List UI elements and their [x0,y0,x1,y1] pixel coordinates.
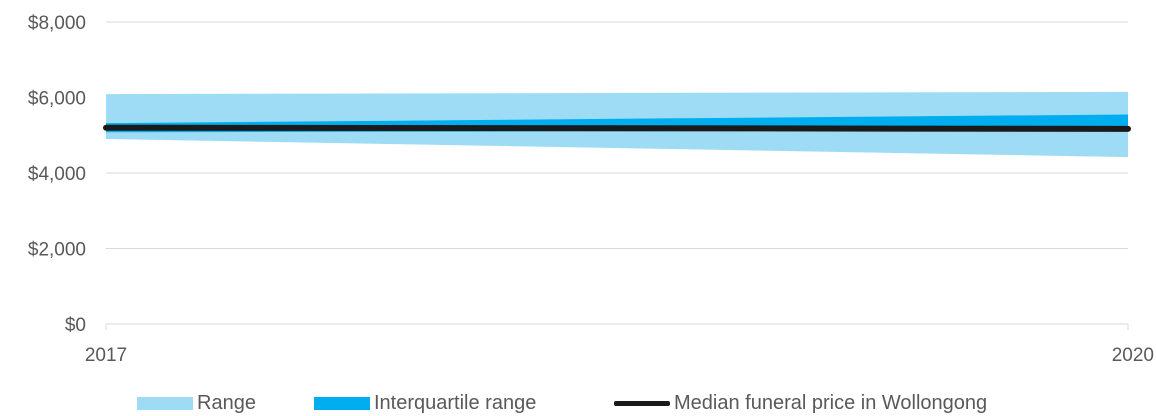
median-swatch [614,401,670,406]
y-tick-labels: $0 $2,000 $4,000 $6,000 $8,000 [28,13,86,336]
legend-label-iqr: Interquartile range [374,392,537,414]
y-tick-label: $8,000 [28,13,86,34]
x-tick-labels: 2017 2020 [85,345,1154,366]
y-tick-label: $6,000 [28,89,86,110]
bands [106,91,1128,158]
iqr-swatch [314,397,370,410]
legend-item-median: Median funeral price in Wollongong [614,391,987,416]
y-tick-label: $4,000 [28,164,86,185]
range-swatch [137,397,193,410]
y-tick-label: $2,000 [28,240,86,261]
median-line [103,124,1131,132]
legend-item-range: Range [137,391,256,416]
legend-item-iqr: Interquartile range [314,391,536,416]
chart-area: $0 $2,000 $4,000 $6,000 $8,000 2017 2020 [28,13,1154,366]
x-axis [105,323,1129,330]
legend-label-range: Range [197,392,256,414]
y-tick-label: $0 [65,315,86,336]
x-tick-label: 2020 [1112,345,1154,366]
x-tick-label: 2017 [85,345,127,366]
legend-label-median: Median funeral price in Wollongong [674,392,988,414]
series-lines [103,124,1131,132]
legend: Range Interquartile range Median funeral… [0,391,1156,416]
